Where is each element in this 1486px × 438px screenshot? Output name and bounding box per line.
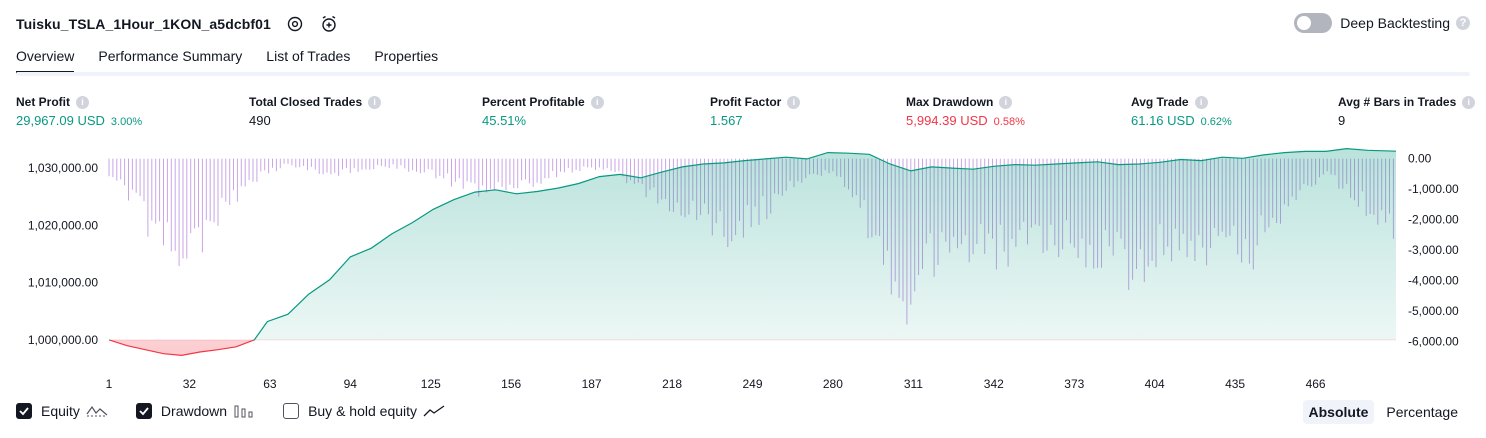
equity-series — [109, 147, 1396, 357]
y-right-tick-label: -4,000.00 — [1408, 274, 1459, 288]
deep-backtesting-control: Deep Backtesting ? — [1294, 13, 1470, 33]
info-icon[interactable]: i — [1194, 95, 1208, 109]
equity-line-icon — [86, 404, 108, 418]
metric-value: 29,967.09 USD — [16, 113, 105, 128]
mode-absolute[interactable]: Absolute — [1302, 400, 1375, 424]
metric-label: Max Drawdown — [906, 95, 994, 109]
info-icon[interactable]: i — [1462, 95, 1476, 109]
x-tick-label: 435 — [1225, 377, 1245, 391]
x-axis: 1 32 63 94 125 156 187 218 249 280 311 342 373 404 435… — [106, 377, 1326, 391]
metric-value: 61.16 USD — [1131, 113, 1195, 128]
x-tick-label: 373 — [1064, 377, 1084, 391]
x-tick-label: 342 — [984, 377, 1004, 391]
metric-percent: 3.00% — [110, 116, 143, 128]
legend-label: Drawdown — [160, 403, 228, 419]
metric-percent: 0.62% — [1200, 116, 1232, 128]
add-alert-icon[interactable] — [319, 14, 339, 34]
y-left-tick-label: 1,030,000.00 — [28, 161, 98, 175]
x-tick-label: 125 — [421, 377, 441, 391]
equity-line-positive — [109, 147, 1396, 340]
legend-label: Buy & hold equity — [308, 403, 418, 419]
checkbox-drawdown[interactable] — [135, 403, 152, 419]
legend-drawdown[interactable]: Drawdown — [135, 403, 255, 419]
legend-buy-hold[interactable]: Buy & hold equity — [283, 403, 445, 419]
tab-properties[interactable]: Properties — [374, 48, 439, 64]
checkbox-buy-hold[interactable] — [283, 403, 300, 419]
x-tick-label: 187 — [582, 377, 602, 391]
y-axis-right: 0.00 -1,000.00 -2,000.00 -3,000.00 -4,000.00… — [1408, 152, 1459, 349]
info-icon[interactable]: i — [999, 95, 1013, 109]
metric-label: Net Profit — [16, 95, 70, 109]
equity-drawdown-chart[interactable]: 1,030,000.00 1,020,000.00 1,010,000.00 1,00… — [0, 140, 1486, 395]
metric-avg-bars: Avg # Bars in Trades i 9 — [1338, 94, 1476, 128]
info-icon[interactable]: i — [76, 95, 89, 109]
y-left-tick-label: 1,000,000.00 — [28, 333, 98, 347]
y-left-tick-label: 1,020,000.00 — [28, 218, 98, 232]
metric-label: Avg # Bars in Trades — [1338, 95, 1457, 109]
checkbox-equity[interactable] — [16, 403, 32, 419]
x-tick-label: 63 — [263, 377, 277, 391]
metric-value: 490 — [249, 113, 271, 128]
x-tick-label: 1 — [106, 377, 113, 391]
x-tick-label: 466 — [1306, 377, 1326, 391]
y-right-tick-label: -3,000.00 — [1408, 243, 1459, 257]
metric-value: 5,994.39 USD — [906, 113, 988, 128]
info-icon[interactable]: i — [787, 95, 801, 109]
x-tick-label: 311 — [904, 377, 923, 391]
strategy-header: Tuisku_TSLA_1Hour_1KON_a5dcbf01 — [16, 12, 339, 36]
y-right-tick-label: -5,000.00 — [1408, 304, 1459, 318]
x-tick-label: 32 — [183, 377, 197, 391]
metric-avg-trade: Avg Trade i 61.16 USD 0.62% — [1131, 94, 1232, 128]
tabs-divider — [16, 72, 1470, 76]
metric-profit-factor: Profit Factor i 1.567 — [710, 94, 801, 128]
mode-percentage[interactable]: Percentage — [1386, 404, 1458, 420]
equity-area-negative — [109, 339, 1396, 356]
y-right-tick-label: 0.00 — [1408, 152, 1432, 166]
x-tick-label: 94 — [344, 377, 358, 391]
metric-percent-profitable: Percent Profitable i 45.51% — [482, 94, 604, 128]
y-right-tick-label: -1,000.00 — [1408, 182, 1459, 196]
metric-label: Avg Trade — [1131, 95, 1189, 109]
legend-label: Equity — [41, 403, 80, 419]
y-right-tick-label: -6,000.00 — [1408, 335, 1459, 349]
tab-performance-summary[interactable]: Performance Summary — [98, 48, 243, 64]
metric-value: 9 — [1338, 113, 1346, 128]
x-tick-label: 404 — [1145, 377, 1165, 391]
metric-net-profit: Net Profit i 29,967.09 USD 3.00% — [16, 94, 142, 128]
metric-label: Profit Factor — [710, 95, 782, 109]
x-tick-label: 218 — [662, 377, 682, 391]
chart-legend: Equity Drawdown Buy & hold equity — [16, 403, 473, 419]
buyhold-line-icon — [423, 404, 445, 418]
info-icon[interactable]: i — [368, 95, 382, 109]
info-icon[interactable]: i — [590, 95, 604, 109]
x-tick-label: 156 — [501, 377, 521, 391]
metric-label: Percent Profitable — [482, 95, 585, 109]
scale-mode-switch: Absolute Percentage — [1297, 400, 1465, 424]
tab-overview[interactable]: Overview — [16, 46, 75, 74]
y-axis-left: 1,030,000.00 1,020,000.00 1,010,000.00 1,00… — [28, 161, 98, 347]
gear-icon[interactable] — [285, 14, 305, 34]
metric-percent: 0.58% — [993, 116, 1025, 128]
x-tick-label: 249 — [742, 377, 762, 391]
metric-value: 45.51% — [482, 113, 527, 128]
report-tabs: Overview Performance Summary List of Tra… — [16, 46, 462, 74]
metric-value: 1.567 — [710, 113, 743, 128]
help-icon[interactable]: ? — [1456, 16, 1470, 30]
x-tick-label: 280 — [823, 377, 843, 391]
metric-total-closed-trades: Total Closed Trades i 490 — [249, 94, 382, 128]
deep-backtesting-label: Deep Backtesting — [1340, 15, 1450, 31]
metric-label: Total Closed Trades — [249, 95, 363, 109]
tab-list-of-trades[interactable]: List of Trades — [266, 48, 351, 64]
metric-max-drawdown: Max Drawdown i 5,994.39 USD 0.58% — [906, 94, 1025, 128]
deep-backtesting-toggle[interactable] — [1294, 13, 1333, 33]
y-right-tick-label: -2,000.00 — [1408, 213, 1459, 227]
y-left-tick-label: 1,010,000.00 — [28, 276, 98, 290]
legend-equity[interactable]: Equity — [16, 403, 108, 419]
equity-area-positive — [109, 148, 1396, 340]
strategy-title: Tuisku_TSLA_1Hour_1KON_a5dcbf01 — [16, 16, 271, 32]
drawdown-bars-icon — [233, 404, 255, 418]
